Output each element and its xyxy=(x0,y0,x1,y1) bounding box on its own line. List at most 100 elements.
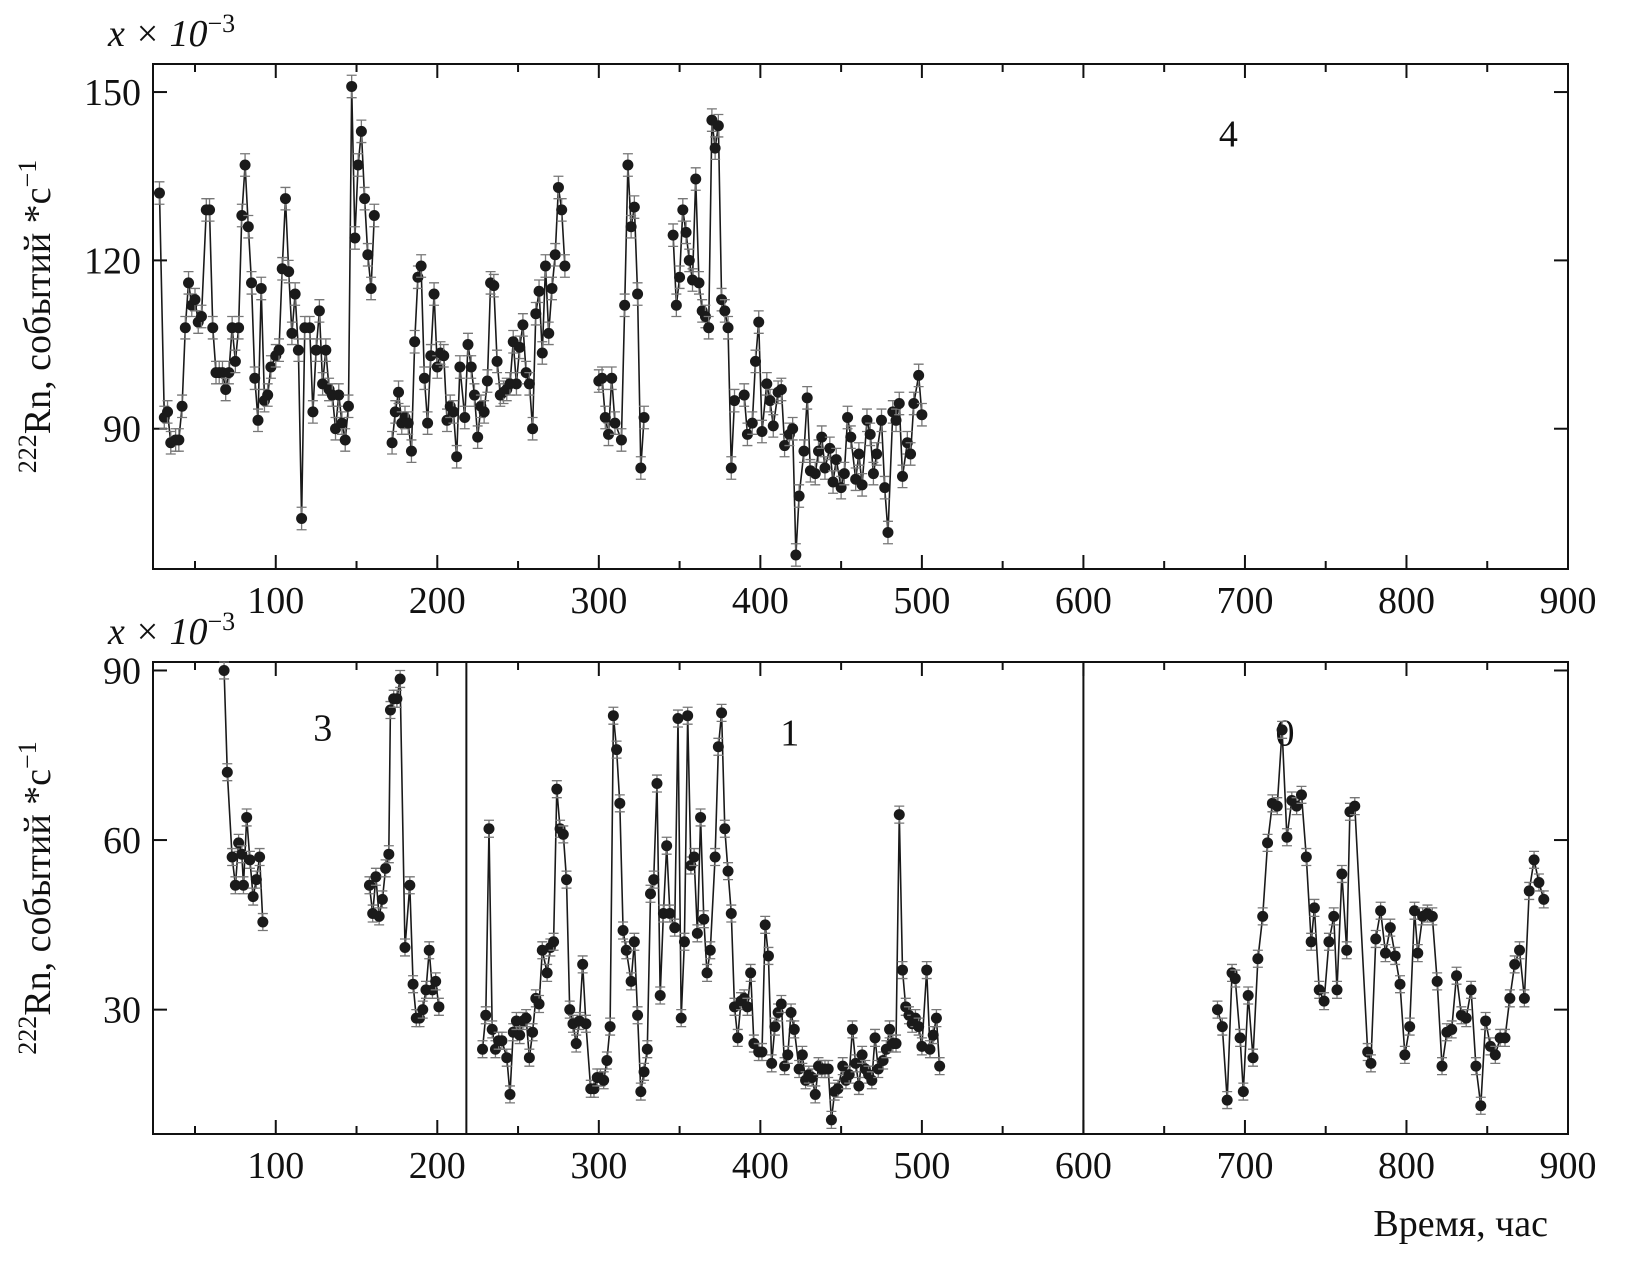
data-point xyxy=(1271,800,1283,812)
data-point xyxy=(1379,947,1391,959)
data-point xyxy=(1514,944,1526,956)
data-point xyxy=(617,925,629,937)
y-tick-label: 150 xyxy=(84,72,141,114)
data-point xyxy=(307,406,319,418)
data-point xyxy=(428,288,440,300)
data-point xyxy=(207,322,219,334)
data-point xyxy=(632,1009,644,1021)
data-point xyxy=(867,468,879,480)
data-point xyxy=(405,445,417,457)
data-point xyxy=(551,783,563,795)
data-point xyxy=(1370,933,1382,945)
data-point xyxy=(162,406,174,418)
scale-base: x × 10 xyxy=(107,13,208,55)
data-point xyxy=(830,454,842,466)
y-tick-label: 90 xyxy=(103,650,141,692)
data-point xyxy=(824,442,836,454)
plot-frame xyxy=(152,661,1569,1135)
data-point xyxy=(628,936,640,948)
data-point xyxy=(236,848,248,860)
data-point xyxy=(229,355,241,367)
data-point xyxy=(677,204,689,216)
data-point xyxy=(564,1004,576,1016)
data-point xyxy=(819,462,831,474)
data-point xyxy=(664,908,676,920)
data-point xyxy=(362,249,374,261)
data-point xyxy=(433,1001,445,1013)
data-point xyxy=(632,288,644,300)
data-point xyxy=(368,210,380,221)
data-point xyxy=(864,428,876,440)
data-point xyxy=(934,1060,946,1072)
data-point xyxy=(236,210,248,221)
data-point xyxy=(220,383,232,395)
data-point xyxy=(246,277,258,289)
data-point xyxy=(376,893,388,905)
data-point xyxy=(244,854,256,866)
data-point xyxy=(775,998,787,1010)
panel-label: 1 xyxy=(780,712,799,754)
data-point xyxy=(533,285,545,297)
data-point xyxy=(472,431,484,443)
data-point xyxy=(1394,978,1406,990)
data-point xyxy=(454,361,466,373)
x-tick-label: 200 xyxy=(409,1145,466,1187)
x-tick-label: 100 xyxy=(247,1145,304,1187)
data-point xyxy=(1295,789,1307,801)
data-point xyxy=(628,201,640,213)
data-point xyxy=(1426,910,1438,922)
data-point xyxy=(418,372,430,384)
data-point xyxy=(596,372,608,384)
data-point xyxy=(249,372,261,384)
y-tick-label: 120 xyxy=(84,240,141,282)
data-point xyxy=(176,400,188,412)
x-tick-label: 200 xyxy=(409,580,466,622)
data-point xyxy=(195,311,207,322)
data-point xyxy=(1318,995,1330,1007)
data-point xyxy=(242,221,254,233)
data-point xyxy=(871,448,883,460)
data-point xyxy=(1538,893,1550,905)
data-point xyxy=(389,406,401,418)
data-point xyxy=(722,865,734,877)
data-point xyxy=(651,778,663,790)
data-point xyxy=(1305,936,1317,948)
data-point xyxy=(738,389,750,401)
data-point xyxy=(927,1029,939,1041)
data-point xyxy=(1247,1052,1259,1064)
data-point xyxy=(775,383,787,395)
data-point xyxy=(1365,1057,1377,1069)
data-point xyxy=(409,336,421,348)
data-point xyxy=(790,549,802,561)
data-point xyxy=(753,316,765,328)
data-point xyxy=(218,664,230,676)
y-label-text: Rn, событий *с xyxy=(17,187,59,434)
data-point xyxy=(690,173,702,185)
data-point xyxy=(762,950,774,962)
x-tick-label: 600 xyxy=(1055,580,1112,622)
data-point xyxy=(465,361,477,373)
data-point xyxy=(510,378,522,390)
data-point xyxy=(363,879,375,891)
data-point xyxy=(845,431,857,443)
data-point xyxy=(447,406,459,418)
data-point xyxy=(875,414,887,426)
data-point xyxy=(153,187,165,199)
data-point xyxy=(570,1038,582,1050)
data-point xyxy=(1504,992,1516,1004)
data-point xyxy=(1313,984,1325,996)
data-point xyxy=(333,389,345,401)
panel-label: 3 xyxy=(313,708,332,750)
data-point xyxy=(1436,1060,1448,1072)
data-point xyxy=(536,347,548,359)
data-point xyxy=(523,378,535,390)
data-point xyxy=(250,874,262,886)
data-point xyxy=(549,249,561,261)
data-point xyxy=(289,288,301,300)
data-point xyxy=(580,1018,592,1030)
data-point xyxy=(1234,1032,1246,1044)
x-axis-label: Время, час xyxy=(1373,1203,1548,1245)
y-tick-label: 60 xyxy=(103,820,141,862)
data-point xyxy=(546,282,558,294)
